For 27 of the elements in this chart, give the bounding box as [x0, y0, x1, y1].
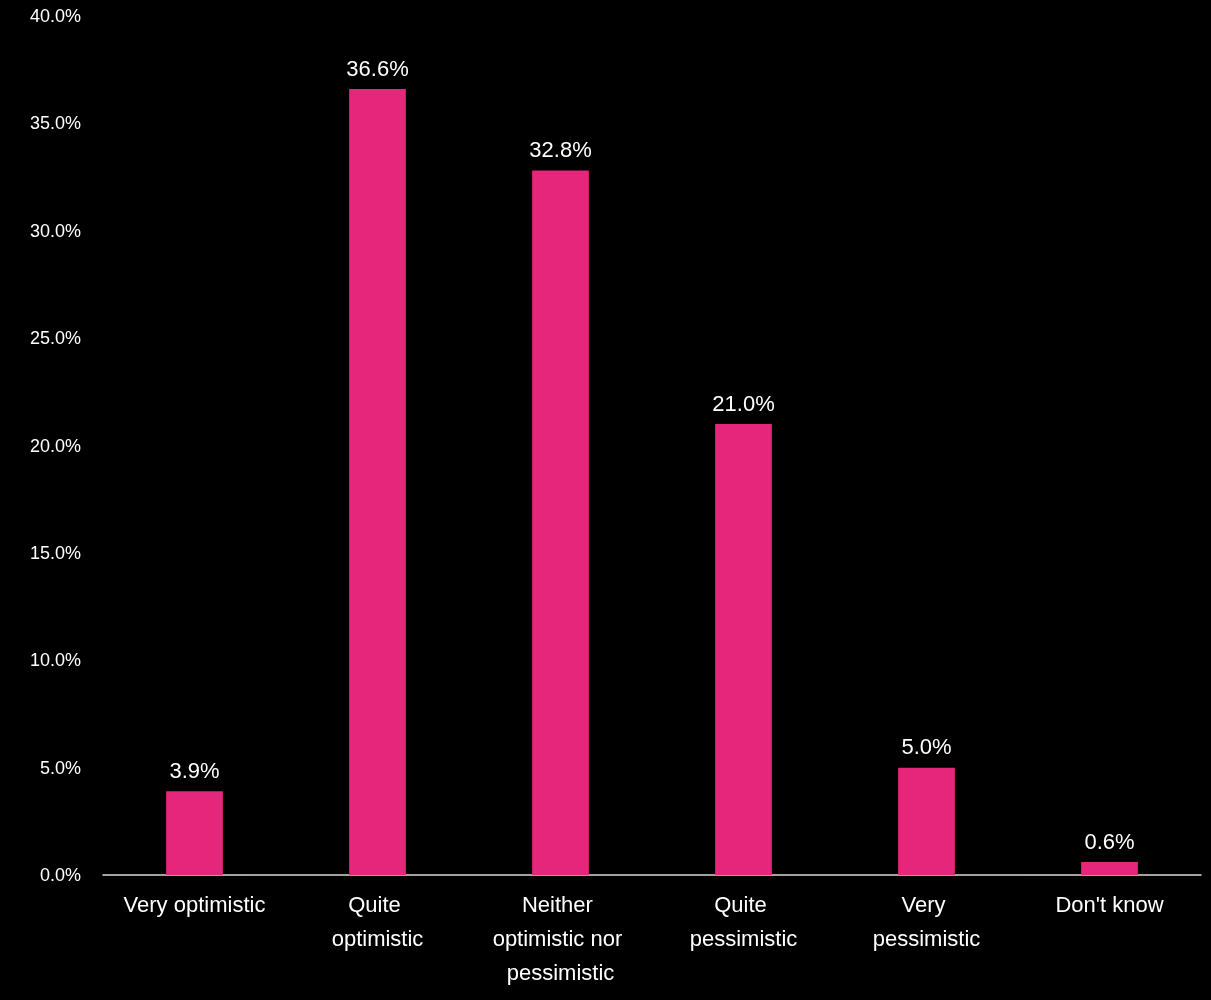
y-tick-label: 40.0% — [29, 6, 81, 26]
y-tick-label: 20.0% — [29, 435, 81, 456]
bar — [532, 170, 589, 875]
bar — [166, 791, 223, 875]
y-tick-label: 10.0% — [29, 650, 81, 671]
x-tick-label: Don't know — [1055, 891, 1164, 917]
x-tick-label: Neither optimistic nor pessimistic — [492, 891, 629, 985]
data-label: 3.9% — [169, 757, 220, 783]
x-tick-label: Quite pessimistic — [689, 891, 798, 951]
bar — [349, 89, 406, 875]
x-tick-label: Very optimistic — [123, 891, 266, 917]
data-label: 36.6% — [346, 55, 409, 81]
bar — [1081, 862, 1138, 875]
y-tick-label: 30.0% — [29, 220, 81, 241]
data-label: 32.8% — [529, 137, 592, 163]
bar — [898, 767, 955, 875]
x-tick-label: Quite optimistic — [331, 891, 424, 951]
y-tick-label: 25.0% — [29, 328, 81, 349]
y-tick-label: 15.0% — [29, 542, 81, 563]
data-label: 5.0% — [901, 734, 952, 760]
bar — [715, 424, 772, 875]
y-tick-label: 0.0% — [39, 865, 81, 885]
data-label: 0.6% — [1084, 828, 1135, 854]
x-tick-label: Very pessimistic — [872, 891, 981, 951]
y-tick-label: 5.0% — [39, 757, 81, 778]
data-label: 21.0% — [712, 390, 775, 416]
y-tick-label: 35.0% — [29, 113, 81, 134]
